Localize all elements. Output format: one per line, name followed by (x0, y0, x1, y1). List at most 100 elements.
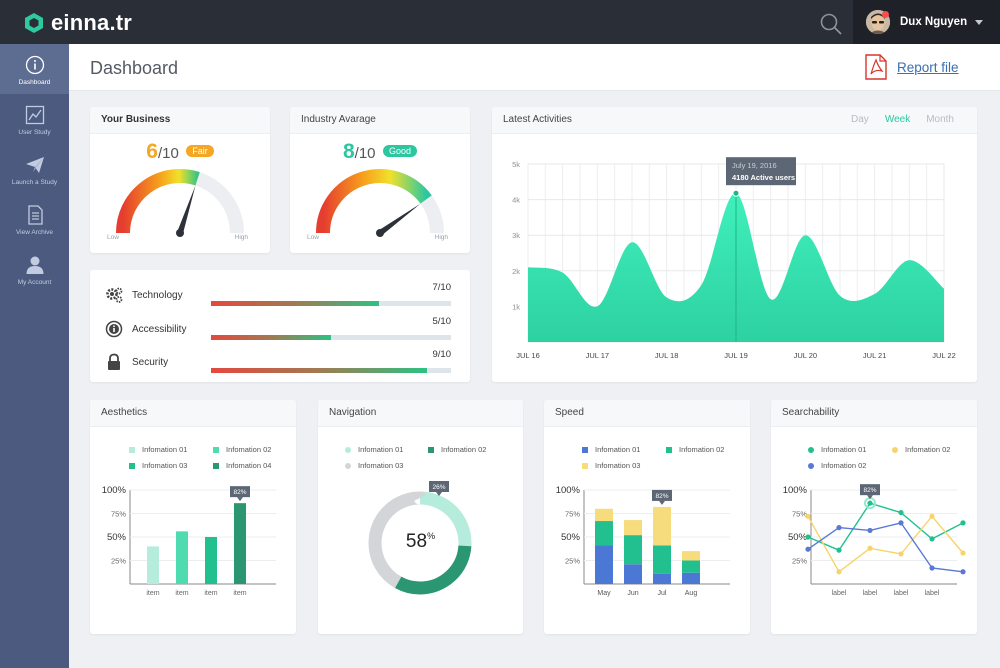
bar-segment (682, 560, 700, 573)
industry-score: 8/10 Good (290, 140, 470, 164)
gauge-needle (378, 203, 421, 236)
legend-label: Infomation 02 (226, 445, 272, 454)
search-icon[interactable] (818, 11, 844, 37)
x-tick-label: label (832, 590, 847, 597)
sidebar-item-my-account[interactable]: My Account (0, 244, 69, 294)
chart-icon (25, 105, 44, 125)
gauge-fill (316, 169, 432, 234)
legend-swatch (582, 446, 588, 453)
skill-progress-track (211, 301, 451, 306)
legend-label: Infomation 02 (679, 445, 725, 454)
legend-swatch (213, 462, 219, 469)
card-title: Aesthetics (90, 400, 296, 427)
skills-card: Technology 7/10 Accessibility 5/10 Secur… (90, 270, 470, 382)
legend-label: Infomation 01 (358, 445, 404, 454)
legend-item: Infomation 01 (345, 445, 403, 454)
score-value: 8 (342, 140, 355, 163)
data-point (867, 500, 873, 506)
tab-week[interactable]: Week (884, 114, 911, 125)
legend-item: Infomation 01 (808, 445, 866, 454)
y-tick-label: 75% (111, 510, 126, 519)
user-icon (26, 256, 43, 274)
sidebar-item-label: Launch a Study (11, 179, 58, 186)
sidebar-item-label: User Study (18, 129, 51, 136)
sidebar: Dashboard User Study Launch a Study View… (0, 44, 69, 668)
x-tick-label: item (175, 590, 188, 597)
data-point (805, 513, 811, 519)
legend-swatch (666, 446, 672, 453)
tooltip-label: 82% (233, 489, 246, 496)
skill-label: Security (132, 357, 169, 368)
legend-item: Infomation 02 (213, 445, 271, 454)
tooltip-arrow (659, 500, 665, 505)
x-tick-label: item (204, 590, 217, 597)
logo[interactable]: einna.tr (24, 10, 132, 36)
sidebar-item-label: My Account (17, 279, 52, 286)
tab-day[interactable]: Day (851, 114, 869, 125)
bar-segment (653, 545, 671, 574)
bar-segment (624, 520, 642, 536)
status-badge: Good (382, 145, 418, 157)
x-tick-label: May (597, 590, 611, 597)
sidebar-item-label: View Archive (15, 229, 54, 236)
donut-value: 58 (405, 531, 428, 552)
donut-slice (368, 491, 472, 595)
sidebar-item-view-archive[interactable]: View Archive (0, 194, 69, 244)
skill-progress-fill (211, 301, 379, 306)
legend-label: Infomation 04 (226, 461, 272, 470)
score-denominator: /10 (157, 145, 179, 162)
bar (234, 503, 246, 584)
x-tick-label: Jun (627, 590, 638, 597)
user-menu[interactable]: Dux Nguyen (853, 0, 1000, 44)
navigation-card: Navigation Infomation 01 Infomation 02 I… (318, 400, 523, 634)
tab-month[interactable]: Month (926, 114, 954, 125)
legend-swatch (213, 446, 219, 453)
score-value: 6 (146, 140, 158, 163)
tooltip-label: 26% (432, 484, 445, 491)
skill-row-security: Security 9/10 (90, 347, 470, 377)
skill-value: 5/10 (432, 316, 452, 327)
legend-label: Infomation 03 (358, 461, 404, 470)
x-tick-label: JUL 20 (794, 351, 818, 360)
tooltip-box (429, 481, 449, 492)
chevron-down-icon[interactable] (975, 19, 984, 25)
y-tick-label: 25% (111, 557, 126, 566)
score-denominator: /10 (354, 145, 376, 162)
legend-label: Infomation 03 (595, 461, 641, 470)
tooltip-date: July 19, 2016 (732, 161, 777, 170)
report-file-link[interactable]: Report file (865, 54, 959, 80)
aesthetics-bar-chart: 25% 50% 75% 100% item item item item 82% (102, 485, 276, 597)
donut-center-value: 58% (318, 531, 523, 553)
skill-label: Accessibility (132, 324, 187, 335)
legend-item: Infomation 01 (582, 445, 640, 454)
legend-swatch (892, 446, 898, 453)
sidebar-item-dashboard[interactable]: Dashboard (0, 44, 69, 94)
x-tick-label: JUL 18 (655, 351, 679, 360)
sidebar-item-label: Dashboard (18, 79, 51, 86)
legend-label: Infomation 02 (821, 461, 867, 470)
gauge-low-label: Low (107, 234, 119, 241)
y-tick-label: 75% (792, 510, 807, 519)
legend-item: Infomation 02 (666, 445, 724, 454)
x-tick-label: JUL 22 (932, 351, 956, 360)
sidebar-item-user-study[interactable]: User Study (0, 94, 69, 144)
sidebar-item-launch-study[interactable]: Launch a Study (0, 144, 69, 194)
data-point (929, 565, 935, 571)
bar-segment (682, 572, 700, 584)
tooltip-box (860, 484, 880, 496)
data-point (898, 509, 904, 516)
info-icon (105, 320, 123, 338)
card-title-text: Latest Activities (503, 114, 572, 125)
legend-item: Infomation 03 (345, 461, 403, 470)
y-tick-label: 50% (561, 532, 581, 543)
bar (205, 537, 217, 584)
donut-slice (368, 491, 472, 595)
legend-swatch (345, 462, 351, 469)
x-tick-label: item (146, 590, 159, 597)
legend-item: Infomation 02 (428, 445, 486, 454)
navigation-donut-chart: 26% (368, 481, 472, 595)
data-point (867, 545, 873, 551)
legend-swatch (129, 462, 135, 469)
gauge-fill (116, 169, 200, 234)
tooltip-label: 82% (863, 487, 876, 494)
